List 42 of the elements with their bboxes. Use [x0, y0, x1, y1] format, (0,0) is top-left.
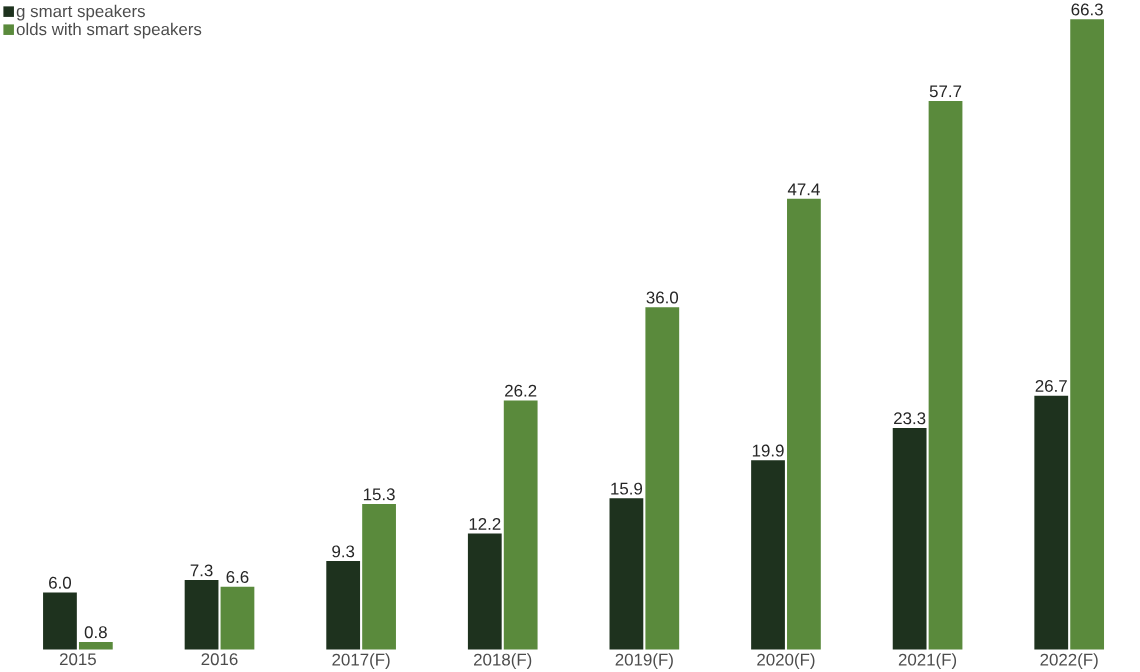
- bar: [787, 198, 821, 650]
- bar: [928, 100, 963, 650]
- x-tick-label: 2019(F): [615, 652, 673, 669]
- data-label: 47.4: [787, 183, 820, 195]
- data-label: 23.3: [894, 412, 926, 425]
- data-label: 15.3: [363, 488, 395, 501]
- bar: [467, 533, 502, 650]
- bar: [751, 460, 785, 650]
- bar: [503, 400, 538, 650]
- x-tick-label: 2015: [59, 652, 96, 665]
- bar: [184, 579, 219, 650]
- bar: [78, 641, 113, 650]
- data-label: 66.3: [1071, 3, 1103, 16]
- data-label: 6.6: [226, 570, 249, 583]
- data-label: 57.7: [929, 85, 962, 97]
- bar: [1034, 395, 1069, 650]
- data-label: 6.0: [49, 576, 72, 589]
- data-label: 7.3: [190, 564, 213, 577]
- data-label: 26.2: [505, 384, 537, 397]
- legend-label: olds with smart speakers: [16, 22, 202, 39]
- data-label: 0.8: [84, 625, 107, 638]
- data-label: 12.2: [469, 517, 501, 530]
- bar: [326, 560, 361, 650]
- data-label: 9.3: [332, 545, 355, 558]
- data-label: 26.7: [1035, 379, 1067, 392]
- data-label: 15.9: [611, 482, 643, 495]
- bar: [362, 503, 396, 650]
- x-tick-label: 2021(F): [898, 652, 957, 669]
- x-tick-label: 2020(F): [757, 652, 815, 669]
- x-tick-label: 2016: [201, 652, 238, 665]
- x-tick-label: 2018(F): [474, 652, 532, 669]
- x-tick-label: 2022(F): [1040, 652, 1098, 669]
- bar: [609, 498, 644, 650]
- data-label: 19.9: [752, 444, 784, 457]
- bar: [1070, 18, 1105, 650]
- bar: [43, 592, 77, 650]
- bar: [892, 427, 927, 650]
- data-label: 36.0: [646, 291, 679, 304]
- bar: [220, 586, 255, 650]
- legend-label: g smart speakers: [16, 4, 145, 21]
- bar: [645, 307, 680, 650]
- x-tick-label: 2017(F): [332, 652, 390, 669]
